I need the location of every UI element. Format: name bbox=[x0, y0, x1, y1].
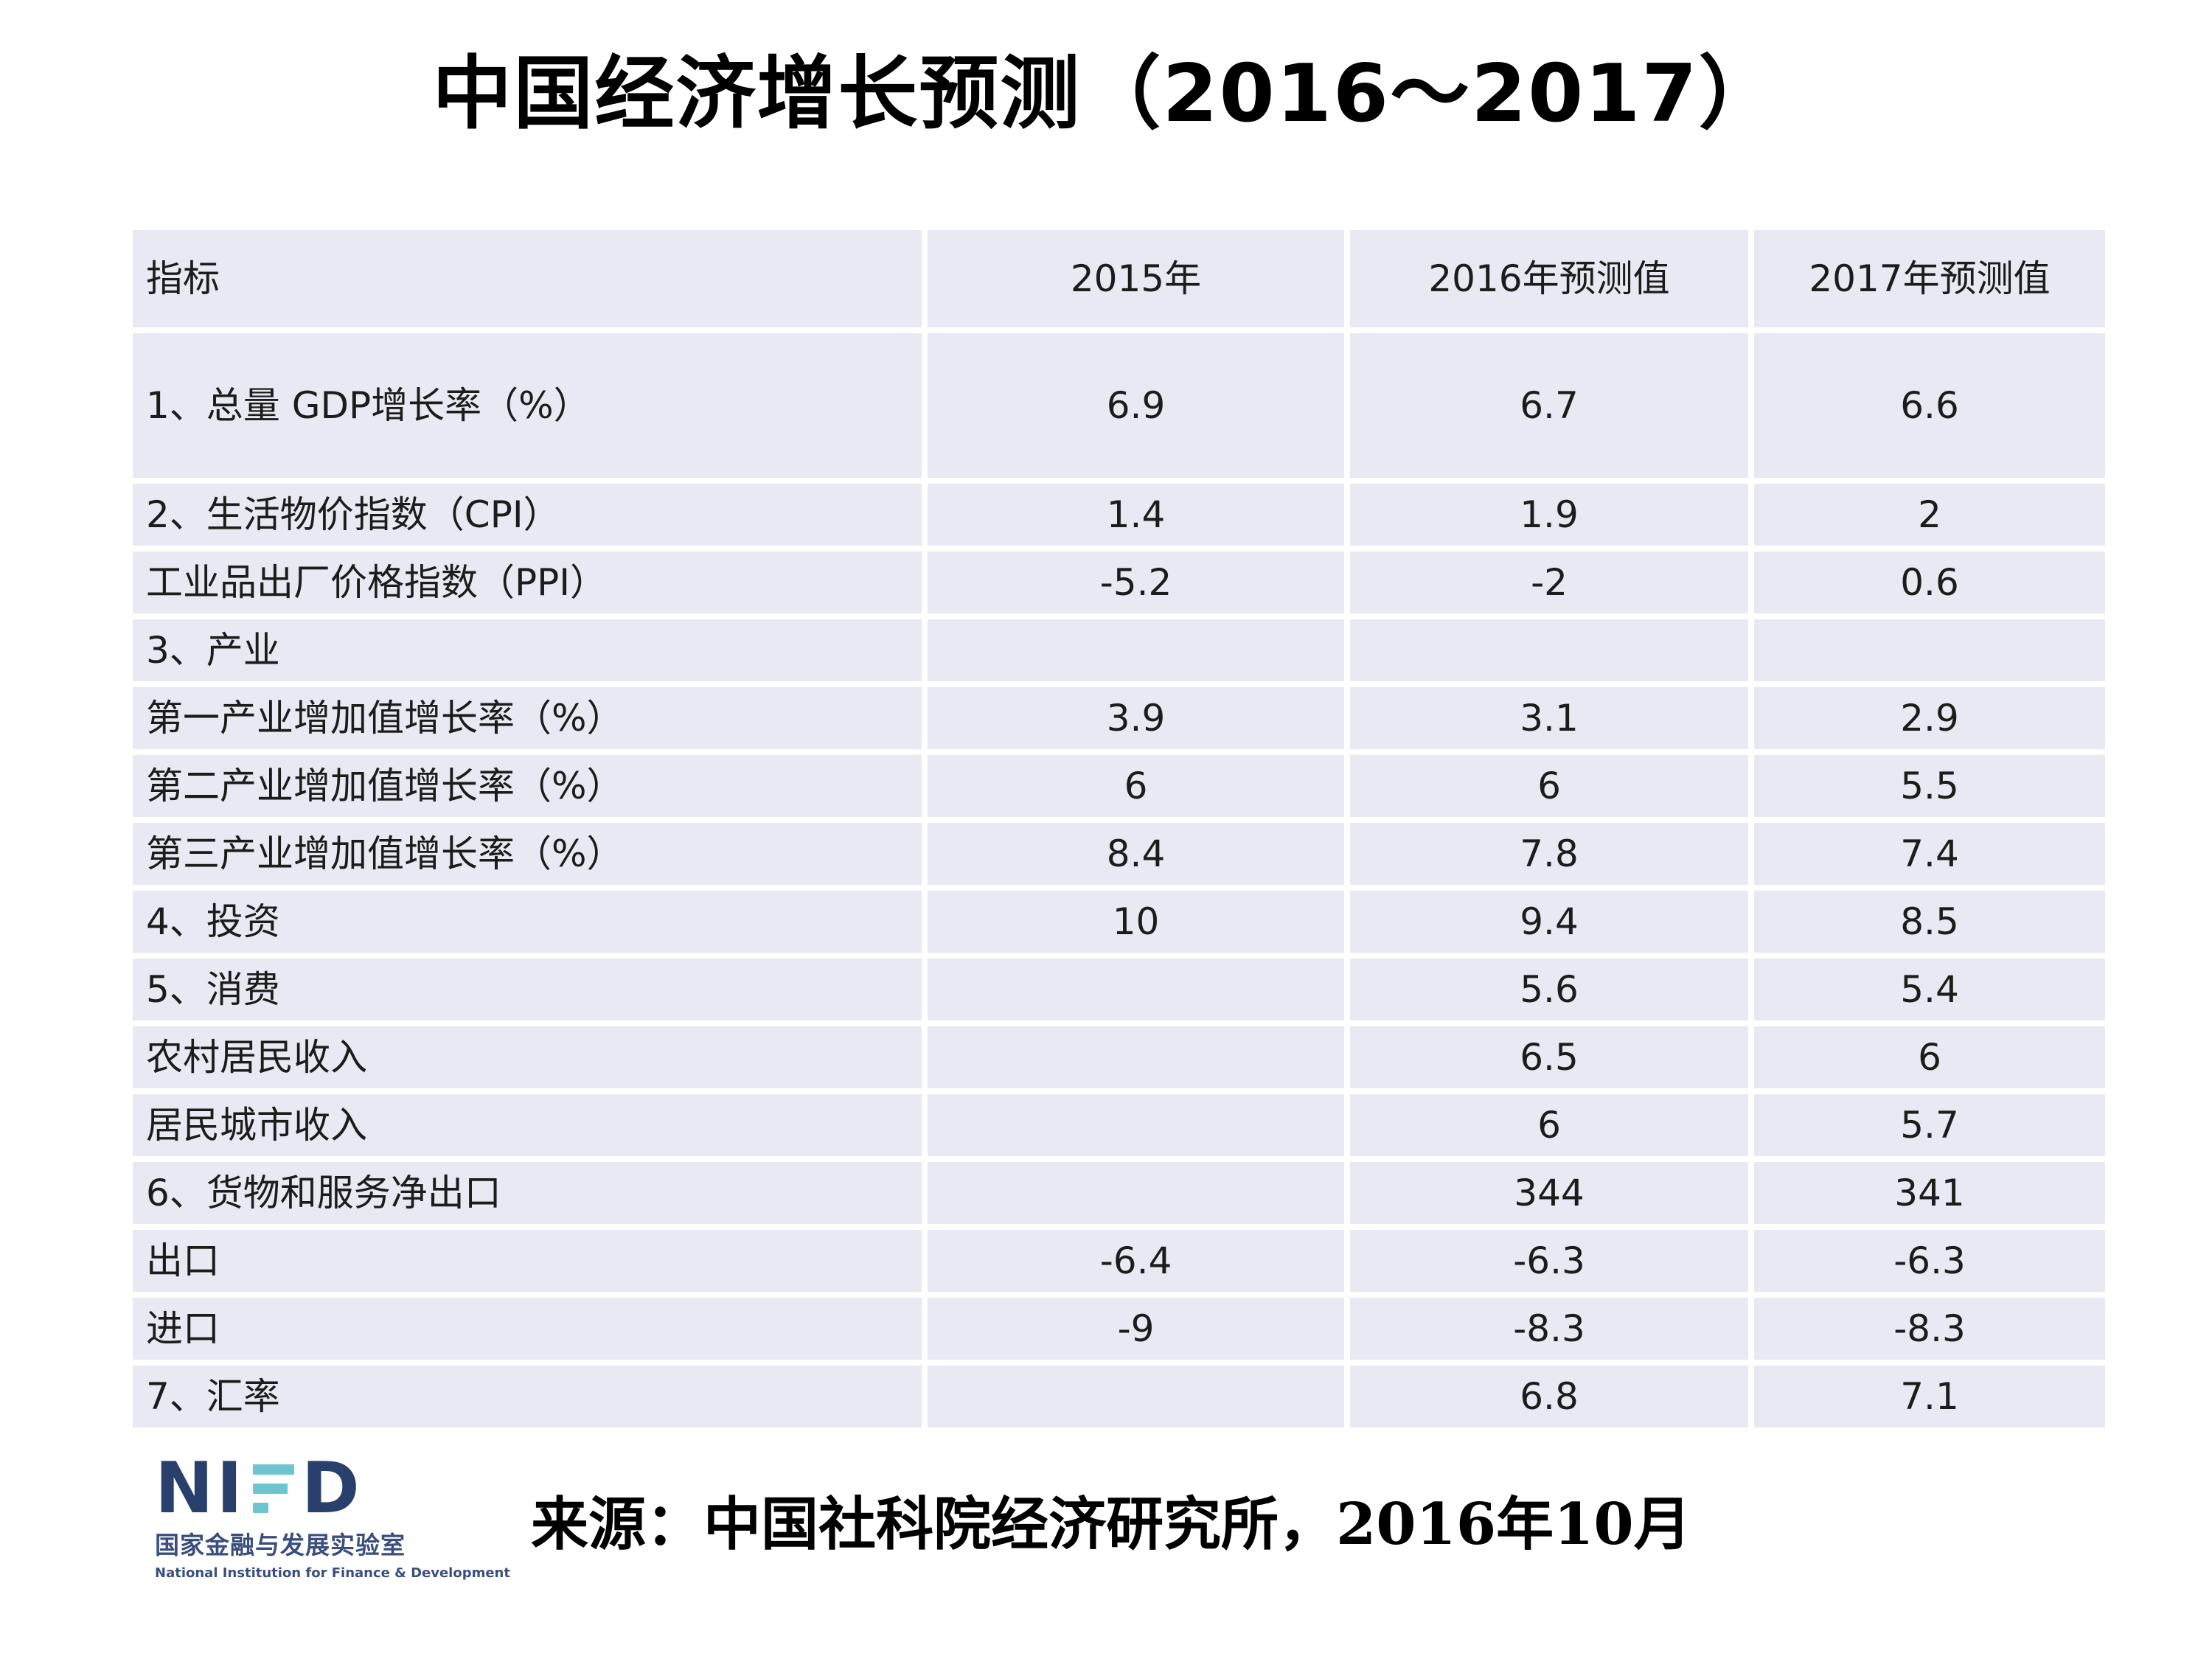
value-cell-2016: 3.1 bbox=[1350, 687, 1748, 749]
column-header: 2016年预测值 bbox=[1350, 230, 1748, 327]
row-label: 第二产业增加值增长率（%） bbox=[133, 755, 922, 817]
row-label: 2、生活物价指数（CPI） bbox=[133, 484, 922, 546]
value-cell-2017: 6 bbox=[1754, 1026, 2105, 1088]
row-label: 6、货物和服务净出口 bbox=[133, 1162, 922, 1224]
row-label: 1、总量 GDP增长率（%） bbox=[133, 333, 922, 478]
value-cell-2015: 8.4 bbox=[928, 823, 1344, 885]
logo-letter-d: D bbox=[301, 1448, 363, 1529]
column-header: 2015年 bbox=[928, 230, 1344, 327]
value-cell-2016: 344 bbox=[1350, 1162, 1748, 1224]
column-header: 2017年预测值 bbox=[1754, 230, 2105, 327]
logo-english-name: National Institution for Finance & Devel… bbox=[155, 1565, 510, 1581]
nifd-logo-wordmark: NI D bbox=[155, 1448, 510, 1529]
value-cell-2017 bbox=[1754, 619, 2105, 681]
row-label: 工业品出厂价格指数（PPI） bbox=[133, 552, 922, 613]
value-cell-2017: 2 bbox=[1754, 484, 2105, 546]
value-cell-2016: 7.8 bbox=[1350, 823, 1748, 885]
value-cell-2016: 6 bbox=[1350, 755, 1748, 817]
value-cell-2015: 10 bbox=[928, 891, 1344, 953]
value-cell-2015: 1.4 bbox=[928, 484, 1344, 546]
forecast-table: 指标 2015年 2016年预测值 2017年预测值 1、总量 GDP增长率（%） 6.9… bbox=[133, 230, 2105, 1427]
row-label: 第一产业增加值增长率（%） bbox=[133, 687, 922, 749]
logo-letters-ni: NI bbox=[155, 1448, 246, 1529]
row-label: 居民城市收入 bbox=[133, 1094, 922, 1156]
row-label: 4、投资 bbox=[133, 891, 922, 953]
row-label: 3、产业 bbox=[133, 619, 922, 681]
value-cell-2017: 7.4 bbox=[1754, 823, 2105, 885]
nifd-logo: NI D 国家金融与发展实验室 National Institution for… bbox=[155, 1448, 510, 1582]
value-cell-2016: -6.3 bbox=[1350, 1230, 1748, 1292]
value-cell-2015: -6.4 bbox=[928, 1230, 1344, 1292]
row-label: 进口 bbox=[133, 1298, 922, 1360]
value-cell-2015: 6.9 bbox=[928, 333, 1344, 478]
page-title: 中国经济增长预测（2016～2017） bbox=[432, 48, 1780, 140]
value-cell-2015 bbox=[928, 619, 1344, 681]
row-label: 7、汇率 bbox=[133, 1366, 922, 1427]
logo-chinese-name: 国家金融与发展实验室 bbox=[155, 1531, 406, 1559]
value-cell-2017: 8.5 bbox=[1754, 891, 2105, 953]
value-cell-2017: 5.4 bbox=[1754, 959, 2105, 1020]
value-cell-2015: -9 bbox=[928, 1298, 1344, 1360]
value-cell-2017: 7.1 bbox=[1754, 1366, 2105, 1427]
value-cell-2015: 3.9 bbox=[928, 687, 1344, 749]
footer: NI D 国家金融与发展实验室 National Institution for… bbox=[0, 1448, 2212, 1659]
row-label: 第三产业增加值增长率（%） bbox=[133, 823, 922, 885]
value-cell-2017: -6.3 bbox=[1754, 1230, 2105, 1292]
value-cell-2015 bbox=[928, 959, 1344, 1020]
value-cell-2016: 9.4 bbox=[1350, 891, 1748, 953]
value-cell-2015 bbox=[928, 1094, 1344, 1156]
value-cell-2017: 0.6 bbox=[1754, 552, 2105, 613]
value-cell-2016: 6.7 bbox=[1350, 333, 1748, 478]
logo-f-bars-icon bbox=[252, 1464, 296, 1513]
value-cell-2016: 5.6 bbox=[1350, 959, 1748, 1020]
value-cell-2015 bbox=[928, 1026, 1344, 1088]
value-cell-2016: 6 bbox=[1350, 1094, 1748, 1156]
value-cell-2015 bbox=[928, 1366, 1344, 1427]
value-cell-2016: 6.5 bbox=[1350, 1026, 1748, 1088]
value-cell-2015: 6 bbox=[928, 755, 1344, 817]
value-cell-2017: 5.5 bbox=[1754, 755, 2105, 817]
value-cell-2017: 5.7 bbox=[1754, 1094, 2105, 1156]
value-cell-2017: 6.6 bbox=[1754, 333, 2105, 478]
row-label: 出口 bbox=[133, 1230, 922, 1292]
value-cell-2016: -2 bbox=[1350, 552, 1748, 613]
value-cell-2017: 2.9 bbox=[1754, 687, 2105, 749]
value-cell-2017: 341 bbox=[1754, 1162, 2105, 1224]
value-cell-2015: -5.2 bbox=[928, 552, 1344, 613]
column-header: 指标 bbox=[133, 230, 922, 327]
value-cell-2017: -8.3 bbox=[1754, 1298, 2105, 1360]
value-cell-2016: -8.3 bbox=[1350, 1298, 1748, 1360]
value-cell-2016: 1.9 bbox=[1350, 484, 1748, 546]
value-cell-2016 bbox=[1350, 619, 1748, 681]
value-cell-2016: 6.8 bbox=[1350, 1366, 1748, 1427]
row-label: 农村居民收入 bbox=[133, 1026, 922, 1088]
value-cell-2015 bbox=[928, 1162, 1344, 1224]
row-label: 5、消费 bbox=[133, 959, 922, 1020]
source-text: 来源：中国社科院经济研究所，2016年10月 bbox=[531, 1491, 1691, 1558]
